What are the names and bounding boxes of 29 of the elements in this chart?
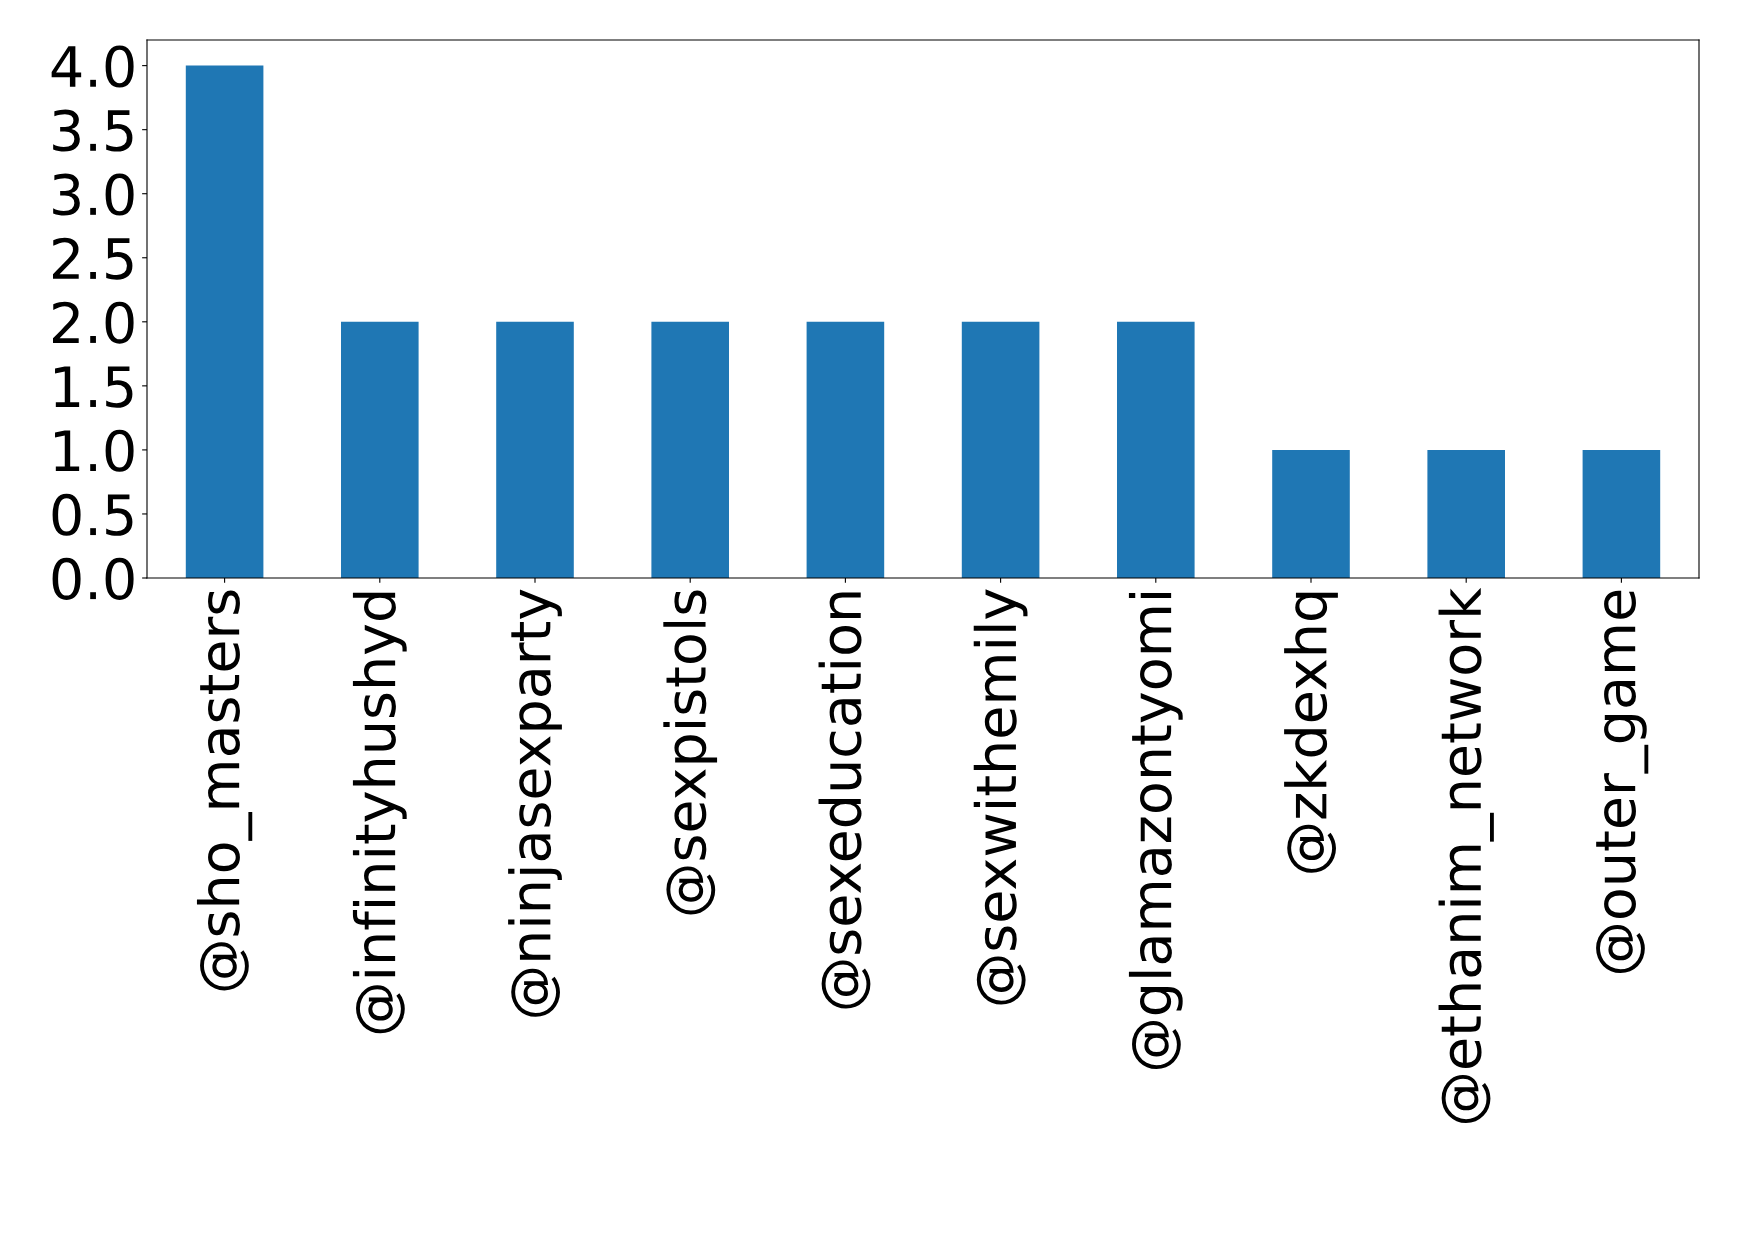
bar — [341, 321, 419, 578]
y-tick-label: 2.5 — [53, 237, 133, 280]
x-tick-label: @sexeducation — [818, 592, 871, 1009]
y-tick-label: 1.0 — [55, 429, 134, 472]
x-tick-label: @ninjasexparty — [508, 589, 562, 1017]
x-tick-label: @sexwithemily — [973, 589, 1028, 1005]
bar — [1582, 449, 1661, 578]
y-tick-label: 4.0 — [51, 45, 134, 88]
y-tick-label: 2.0 — [53, 301, 134, 344]
y-tick-label: 0.0 — [52, 557, 134, 600]
x-tick-label: @outer_game — [1596, 590, 1649, 974]
y-tick-label: 3.5 — [53, 109, 133, 152]
bar — [806, 321, 885, 578]
x-tick-label: @ethanim_network — [1438, 587, 1494, 1123]
x-tick-label: @infinityhushyd — [352, 592, 407, 1034]
bar — [1427, 449, 1505, 578]
bar — [961, 321, 1040, 578]
y-tick-label: 3.0 — [53, 173, 134, 216]
x-tick-label: @glamazontyomi — [1128, 592, 1183, 1070]
x-tick-label: @zkdexhq — [1284, 592, 1338, 873]
x-tick-label: @sho_masters — [196, 590, 253, 991]
y-tick-label: 1.5 — [55, 366, 133, 408]
y-tick-label: 0.5 — [52, 493, 133, 536]
bar — [651, 321, 729, 578]
x-tick-label: @sexpistols — [663, 590, 718, 915]
bar — [1272, 449, 1350, 578]
bar — [496, 321, 574, 578]
bar — [1117, 321, 1195, 578]
bar — [185, 65, 264, 578]
